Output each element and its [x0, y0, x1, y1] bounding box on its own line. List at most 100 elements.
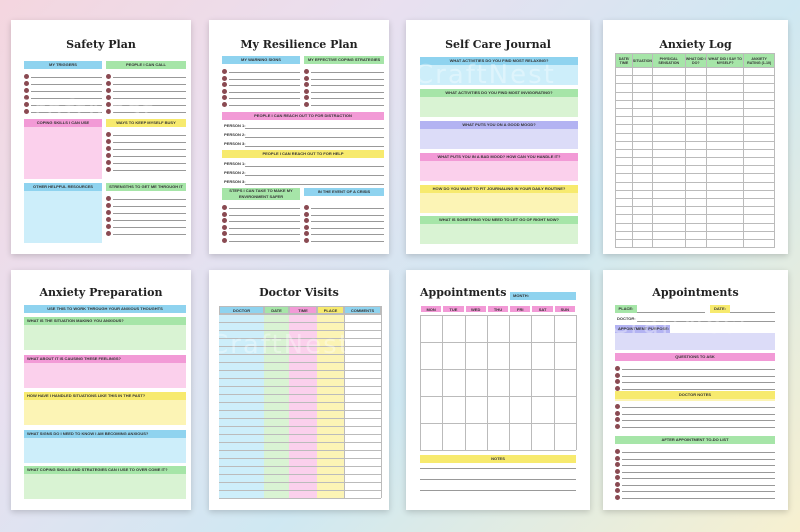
table-cell[interactable] [615, 140, 633, 150]
table-cell[interactable] [684, 66, 708, 77]
table-cell[interactable] [615, 107, 633, 118]
table-cell[interactable] [631, 83, 654, 93]
table-cell[interactable] [706, 206, 745, 216]
table-cell[interactable] [615, 173, 633, 183]
table-cell[interactable] [615, 197, 633, 208]
table-cell[interactable] [684, 222, 708, 232]
table-cell[interactable] [743, 91, 775, 101]
table-cell[interactable] [684, 181, 708, 191]
table-cell[interactable] [706, 66, 745, 77]
table-cell[interactable] [631, 140, 654, 150]
table-cell[interactable] [743, 157, 775, 167]
table-cell[interactable] [652, 116, 686, 126]
table-cell[interactable] [652, 222, 686, 232]
table-cell[interactable] [652, 75, 686, 85]
table-cell[interactable] [743, 206, 775, 216]
table-cell[interactable] [743, 214, 775, 224]
table-cell[interactable] [615, 99, 633, 109]
table-cell[interactable] [615, 66, 633, 77]
table-cell[interactable] [743, 165, 775, 175]
table-cell[interactable] [652, 238, 686, 249]
table-cell[interactable] [631, 173, 654, 183]
table-cell[interactable] [684, 189, 708, 200]
table-cell[interactable] [615, 189, 633, 200]
table-cell[interactable] [743, 181, 775, 191]
table-cell[interactable] [652, 197, 686, 208]
table-cell[interactable] [684, 230, 708, 240]
table-cell[interactable] [615, 206, 633, 216]
table-cell[interactable] [706, 91, 745, 101]
table-cell[interactable] [684, 99, 708, 109]
table-cell[interactable] [684, 165, 708, 175]
table-cell[interactable] [615, 83, 633, 93]
table-cell[interactable] [652, 83, 686, 93]
table-cell[interactable] [631, 165, 654, 175]
table-cell[interactable] [706, 148, 745, 159]
table-cell[interactable] [631, 230, 654, 240]
table-cell[interactable] [631, 181, 654, 191]
table-cell[interactable] [706, 189, 745, 200]
table-cell[interactable] [652, 148, 686, 159]
table-cell[interactable] [615, 75, 633, 85]
table-cell[interactable] [652, 140, 686, 150]
table-cell[interactable] [652, 214, 686, 224]
table-cell[interactable] [706, 132, 745, 142]
table-cell[interactable] [631, 75, 654, 85]
table-cell[interactable] [743, 107, 775, 118]
table-cell[interactable] [706, 165, 745, 175]
table-cell[interactable] [615, 157, 633, 167]
table-cell[interactable] [684, 116, 708, 126]
table-cell[interactable] [706, 124, 745, 134]
table-cell[interactable] [631, 206, 654, 216]
table-cell[interactable] [743, 99, 775, 109]
table-cell[interactable] [684, 132, 708, 142]
table-cell[interactable] [684, 75, 708, 85]
table-cell[interactable] [743, 140, 775, 150]
table-cell[interactable] [684, 238, 708, 249]
table-cell[interactable] [615, 214, 633, 224]
table-cell[interactable] [706, 157, 745, 167]
table-cell[interactable] [743, 148, 775, 159]
table-cell[interactable] [706, 238, 745, 249]
table-cell[interactable] [743, 132, 775, 142]
table-cell[interactable] [652, 165, 686, 175]
table-cell[interactable] [652, 132, 686, 142]
table-cell[interactable] [615, 148, 633, 159]
table-cell[interactable] [684, 107, 708, 118]
table-cell[interactable] [652, 189, 686, 200]
table-cell[interactable] [743, 222, 775, 232]
table-cell[interactable] [631, 148, 654, 159]
table-cell[interactable] [631, 132, 654, 142]
table-cell[interactable] [706, 197, 745, 208]
table-cell[interactable] [706, 214, 745, 224]
table-cell[interactable] [706, 99, 745, 109]
table-cell[interactable] [615, 222, 633, 232]
table-cell[interactable] [615, 124, 633, 134]
table-cell[interactable] [684, 157, 708, 167]
table-cell[interactable] [615, 132, 633, 142]
table-cell[interactable] [631, 214, 654, 224]
table-cell[interactable] [684, 197, 708, 208]
table-cell[interactable] [615, 230, 633, 240]
table-cell[interactable] [652, 230, 686, 240]
table-cell[interactable] [706, 173, 745, 183]
table-cell[interactable] [706, 75, 745, 85]
table-cell[interactable] [615, 181, 633, 191]
table-cell[interactable] [631, 116, 654, 126]
table-cell[interactable] [684, 206, 708, 216]
table-cell[interactable] [631, 197, 654, 208]
table-cell[interactable] [631, 189, 654, 200]
table-cell[interactable] [631, 222, 654, 232]
table-cell[interactable] [631, 238, 654, 249]
table-cell[interactable] [652, 66, 686, 77]
table-cell[interactable] [743, 230, 775, 240]
table-cell[interactable] [684, 214, 708, 224]
table-cell[interactable] [652, 206, 686, 216]
month-field[interactable]: MONTH: [510, 292, 576, 300]
table-cell[interactable] [631, 66, 654, 77]
table-cell[interactable] [743, 116, 775, 126]
table-cell[interactable] [652, 157, 686, 167]
table-cell[interactable] [615, 238, 633, 249]
table-cell[interactable] [652, 181, 686, 191]
table-cell[interactable] [706, 116, 745, 126]
